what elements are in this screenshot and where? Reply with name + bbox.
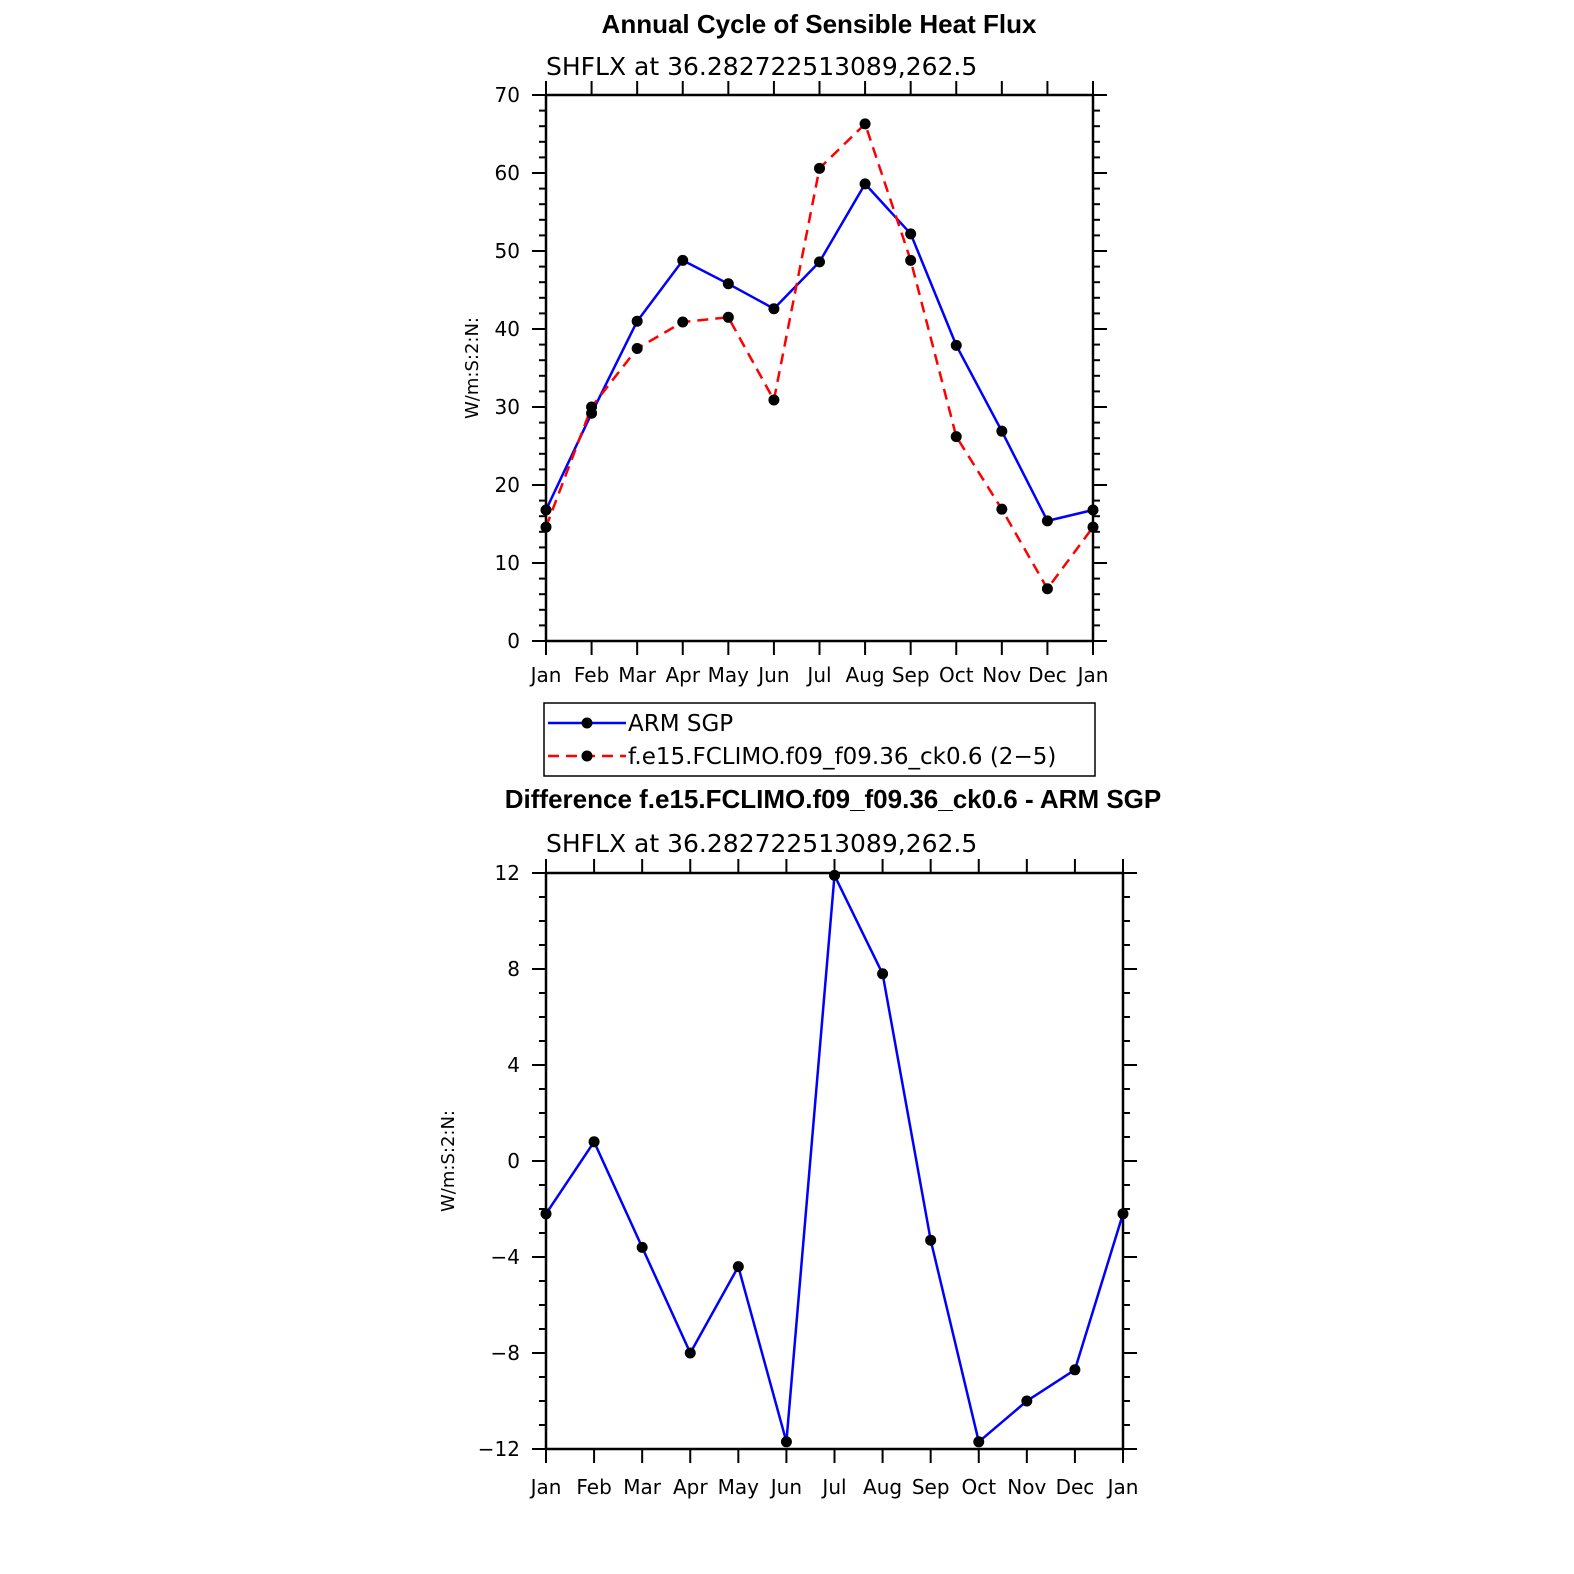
data-point-series-1 [905,254,917,266]
data-point-series-0 [905,228,917,240]
y-tick-label: 20 [495,473,520,497]
x-tick-label: Sep [892,663,930,687]
plot-frame [544,93,1095,643]
x-tick-label: Feb [574,663,609,687]
x-tick-label: Mar [618,663,657,687]
x-tick-label: Mar [623,1475,662,1499]
data-point-series-0 [877,968,889,980]
y-tick-label: 0 [507,1149,520,1173]
data-point-series-0 [1021,1395,1033,1407]
y-tick-label: 10 [495,551,520,575]
y-axis-label: W/m:S:2:N: [462,317,483,419]
y-tick-label: 70 [495,83,520,107]
data-point-series-0 [677,254,689,266]
legend: ARM SGP f.e15.FCLIMO.f09_f09.36_ck0.6 (2−… [543,702,1096,777]
x-tick-label: Jan [529,663,562,687]
y-tick-label: 4 [507,1053,520,1077]
series-line-0 [544,874,1125,1444]
x-tick-label: Nov [982,663,1021,687]
x-tick-label: Aug [863,1475,902,1499]
y-tick-label: 40 [495,317,520,341]
x-tick-label: Oct [961,1475,996,1499]
legend-box [543,702,1096,777]
data-point-series-1 [586,401,598,413]
x-tick-label: Nov [1007,1475,1046,1499]
data-point-series-1 [814,162,825,174]
data-point-series-0 [1041,515,1053,527]
data-point-series-0 [1069,1364,1081,1376]
difference-chart: Difference f.e15.FCLIMO.f09_f09.36_ck0.6… [438,784,1161,1499]
series-line-0 [544,182,1094,523]
x-tick-label: Feb [576,1475,611,1499]
data-point-series-0 [631,315,643,327]
x-tick-label: Jul [805,663,831,687]
data-point-series-0 [722,278,734,290]
data-point-series-0 [996,425,1008,437]
x-tick-label: Jun [756,663,789,687]
y-tick-label: 12 [495,861,520,885]
data-point-series-1 [1087,521,1099,533]
data-point-series-0 [925,1234,937,1246]
x-tick-label: May [708,663,750,687]
data-point-series-1 [768,394,780,406]
data-point-series-0 [950,339,962,351]
data-point-series-0 [732,1261,744,1273]
data-point-series-1 [950,431,962,443]
y-tick-label: 8 [507,957,520,981]
chart-subtitle: SHFLX at 36.282722513089,262.5 [546,829,977,858]
y-tick-label: 60 [495,161,520,185]
data-point-series-0 [814,256,825,268]
data-point-series-0 [636,1241,648,1253]
annual-cycle-chart: Annual Cycle of Sensible Heat Flux SHFLX … [462,9,1109,777]
y-axis-label: W/m:S:2:N: [438,1110,459,1212]
x-tick-label: Jun [769,1475,802,1499]
legend-label-1: f.e15.FCLIMO.f09_f09.36_ck0.6 (2−5) [628,744,1056,770]
series-line-1 [544,122,1095,590]
chart-title: Difference f.e15.FCLIMO.f09_f09.36_ck0.6… [505,784,1162,814]
x-tick-label: Dec [1028,663,1067,687]
data-point-series-0 [1117,1208,1129,1220]
data-point-series-1 [540,521,552,533]
y-tick-label: −12 [478,1437,520,1461]
data-point-series-0 [780,1436,792,1448]
data-point-series-1 [677,316,689,328]
y-tick-label: 50 [495,239,520,263]
legend-marker-1 [581,750,593,762]
data-point-series-0 [768,303,780,315]
chart-subtitle: SHFLX at 36.282722513089,262.5 [546,52,977,81]
x-tick-label: May [718,1475,760,1499]
data-point-series-0 [684,1347,696,1359]
legend-marker-0 [581,717,593,729]
chart-title: Annual Cycle of Sensible Heat Flux [602,9,1037,39]
x-tick-label: Apr [673,1475,708,1499]
y-tick-label: 0 [507,629,520,653]
data-point-series-1 [859,118,871,130]
x-tick-label: Jan [1106,1475,1139,1499]
data-point-series-0 [588,1136,600,1148]
data-point-series-0 [540,504,552,516]
x-tick-label: Jul [820,1475,846,1499]
legend-label-0: ARM SGP [628,711,733,737]
plot-frame [544,871,1125,1451]
y-tick-label: −4 [491,1245,520,1269]
x-tick-label: Aug [846,663,885,687]
x-tick-label: Sep [912,1475,950,1499]
data-point-series-0 [1087,504,1099,516]
x-tick-label: Apr [665,663,700,687]
data-point-series-0 [973,1436,985,1448]
data-point-series-1 [1041,583,1053,595]
data-point-series-1 [631,343,643,354]
y-tick-label: 30 [495,395,520,419]
data-point-series-1 [722,311,734,323]
y-tick-label: −8 [491,1341,520,1365]
x-tick-label: Jan [529,1475,562,1499]
x-tick-label: Oct [939,663,974,687]
data-point-series-0 [859,178,871,190]
data-point-series-0 [540,1208,552,1220]
x-tick-label: Dec [1056,1475,1095,1499]
data-point-series-0 [829,869,840,881]
data-point-series-1 [996,503,1008,515]
x-tick-label: Jan [1076,663,1109,687]
